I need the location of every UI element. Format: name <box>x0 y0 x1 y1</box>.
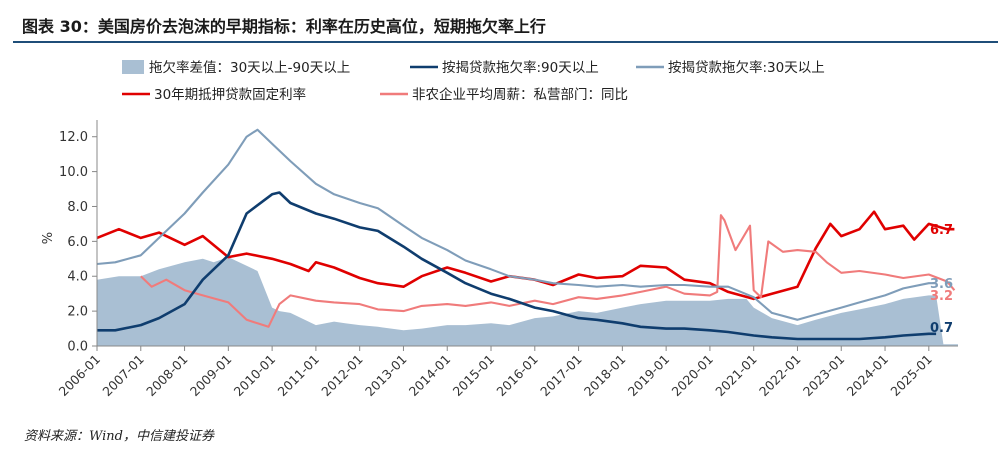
y-tick-label: 12.0 <box>59 130 88 145</box>
series-0-area <box>97 257 958 346</box>
series-2-line <box>96 128 937 321</box>
x-tick-label: 2012-01 <box>318 352 366 400</box>
legend-label-4: 非农企业平均周薪：私营部门：同比 <box>412 86 628 103</box>
end-value-label-1: 0.7 <box>930 321 953 336</box>
x-tick-label: 2015-01 <box>450 352 498 400</box>
x-tick-label: 2007-01 <box>99 352 147 400</box>
x-tick-label: 2021-01 <box>712 352 760 400</box>
x-tick-label: 2022-01 <box>756 352 804 400</box>
x-tick-label: 2023-01 <box>800 352 848 400</box>
end-value-label-3: 6.7 <box>930 223 953 238</box>
legend-label-1: 按揭贷款拖欠率:90天以上 <box>442 59 599 76</box>
x-tick-label: 2016-01 <box>493 352 541 400</box>
x-tick-label: 2025-01 <box>887 352 935 400</box>
x-tick-label: 2019-01 <box>625 352 673 400</box>
legend-label-3: 30年期抵押贷款固定利率 <box>154 86 306 103</box>
x-tick-label: 2008-01 <box>143 352 191 400</box>
end-value-label-4: 3.2 <box>930 289 953 304</box>
y-tick-label: 0.0 <box>67 340 88 355</box>
x-tick-label: 2013-01 <box>362 352 410 400</box>
x-tick-label: 2011-01 <box>274 352 322 400</box>
series-4-line <box>140 214 956 328</box>
end-value-label-2: 3.6 <box>930 277 953 292</box>
x-tick-label: 2020-01 <box>668 352 716 400</box>
y-tick-label: 10.0 <box>59 165 88 180</box>
x-tick-label: 2009-01 <box>187 352 235 400</box>
series-1-line <box>97 191 937 341</box>
series-3-line <box>96 210 955 301</box>
x-tick-label: 2006-01 <box>56 352 104 400</box>
legend-label-2: 按揭贷款拖欠率:30天以上 <box>668 59 825 76</box>
y-tick-label: 2.0 <box>67 305 88 320</box>
source-note: 资料来源：Wind，中信建投证券 <box>24 429 214 444</box>
x-tick-label: 2017-01 <box>537 352 585 400</box>
y-axis-label: % <box>41 232 56 244</box>
legend-swatch-0 <box>122 60 144 74</box>
x-tick-label: 2018-01 <box>581 352 629 400</box>
y-tick-label: 8.0 <box>67 200 88 215</box>
figure-title: 图表 30：美国房价去泡沫的早期指标：利率在历史高位，短期拖欠率上行 <box>22 17 546 36</box>
title-divider <box>13 41 998 43</box>
y-tick-label: 4.0 <box>67 270 88 285</box>
x-tick-label: 2010-01 <box>231 352 279 400</box>
x-tick-label: 2014-01 <box>406 352 454 400</box>
x-tick-label: 2024-01 <box>844 352 892 400</box>
legend-label-0: 拖欠率差值：30天以上-90天以上 <box>149 59 350 76</box>
y-tick-label: 6.0 <box>67 235 88 250</box>
